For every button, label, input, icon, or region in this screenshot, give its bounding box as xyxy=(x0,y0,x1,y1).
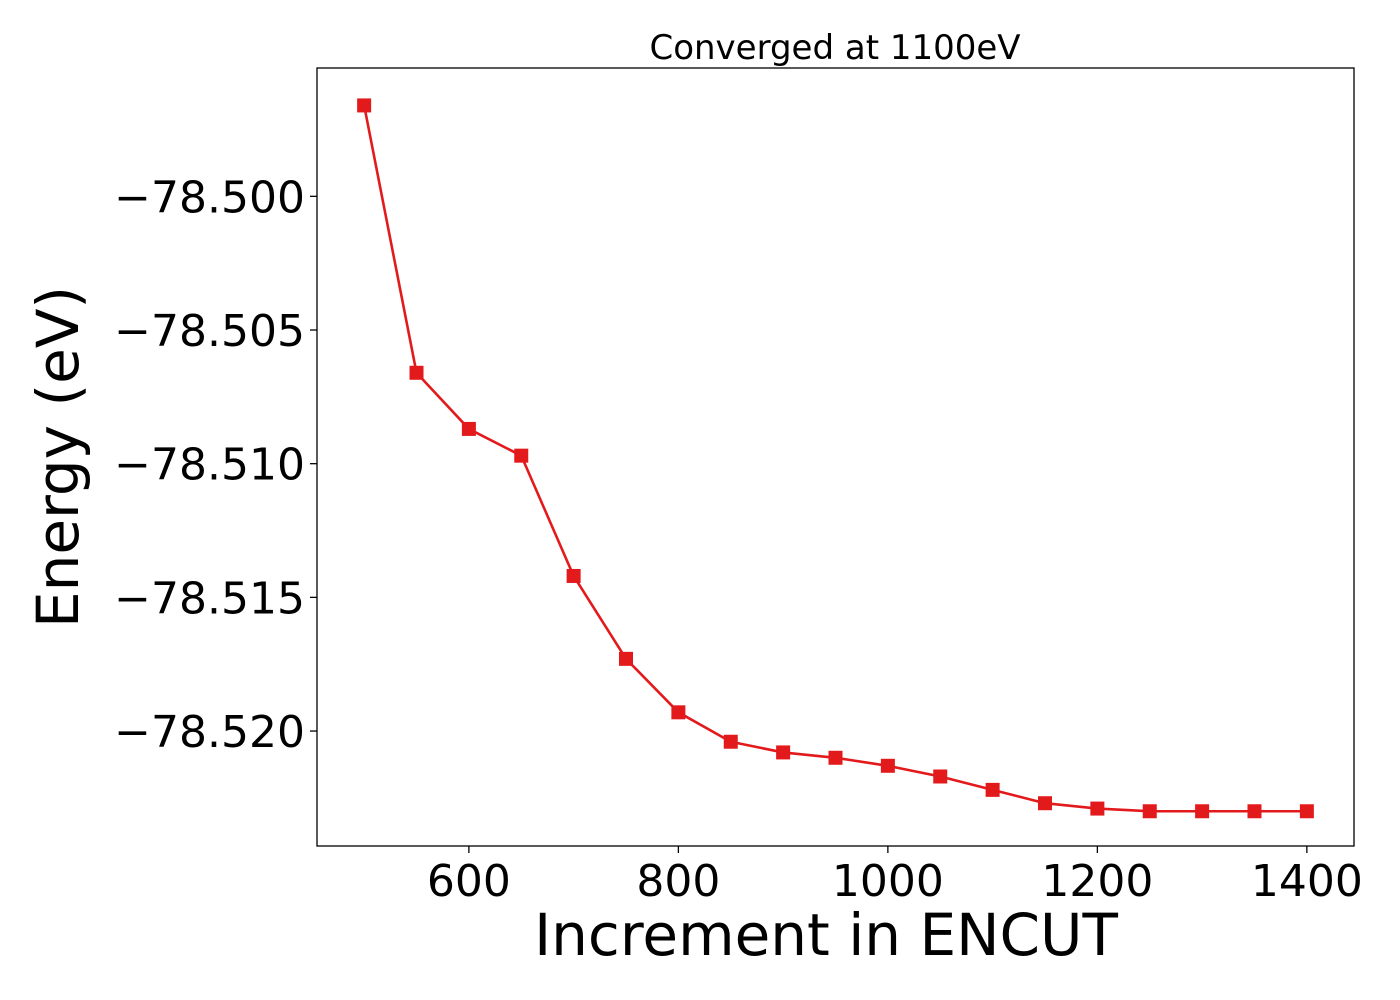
data-point xyxy=(1247,804,1262,819)
data-point xyxy=(514,448,529,463)
y-axis-label: Energy (eV) xyxy=(24,286,92,628)
plot-area xyxy=(316,67,1355,847)
x-tick-label: 1200 xyxy=(1041,856,1153,907)
y-tick-label: −78.520 xyxy=(114,707,305,758)
x-tick-label: 600 xyxy=(427,856,511,907)
data-point xyxy=(357,98,372,113)
x-tick-label: 800 xyxy=(636,856,720,907)
data-point xyxy=(1090,801,1105,816)
data-point xyxy=(619,651,634,666)
data-point xyxy=(1299,804,1314,819)
y-tick-label: −78.510 xyxy=(114,440,305,491)
data-point xyxy=(1195,804,1210,819)
data-point xyxy=(461,421,476,436)
data-point xyxy=(723,734,738,749)
x-tick-label: 1400 xyxy=(1251,856,1363,907)
data-point xyxy=(409,365,424,380)
data-point xyxy=(566,568,581,583)
y-axis: −78.500 −78.505 −78.510 −78.515 −78.520 xyxy=(114,172,317,758)
data-point xyxy=(933,769,948,784)
y-tick-label: −78.515 xyxy=(114,573,305,624)
y-tick-label: −78.505 xyxy=(114,306,305,357)
x-axis: 600 800 1000 1200 1400 xyxy=(427,846,1363,907)
data-point xyxy=(985,782,1000,797)
data-point xyxy=(671,705,686,720)
series-line xyxy=(362,105,1307,813)
data-point xyxy=(880,758,895,773)
data-point xyxy=(776,745,791,760)
y-tick-label: −78.500 xyxy=(114,172,305,223)
data-point xyxy=(1142,804,1157,819)
data-point xyxy=(1037,796,1052,811)
series-layer xyxy=(357,98,1314,819)
data-point xyxy=(828,750,843,765)
chart-title: Converged at 1100eV xyxy=(649,28,1020,68)
x-tick-label: 1000 xyxy=(832,856,944,907)
x-axis-label: Increment in ENCUT xyxy=(534,901,1118,969)
